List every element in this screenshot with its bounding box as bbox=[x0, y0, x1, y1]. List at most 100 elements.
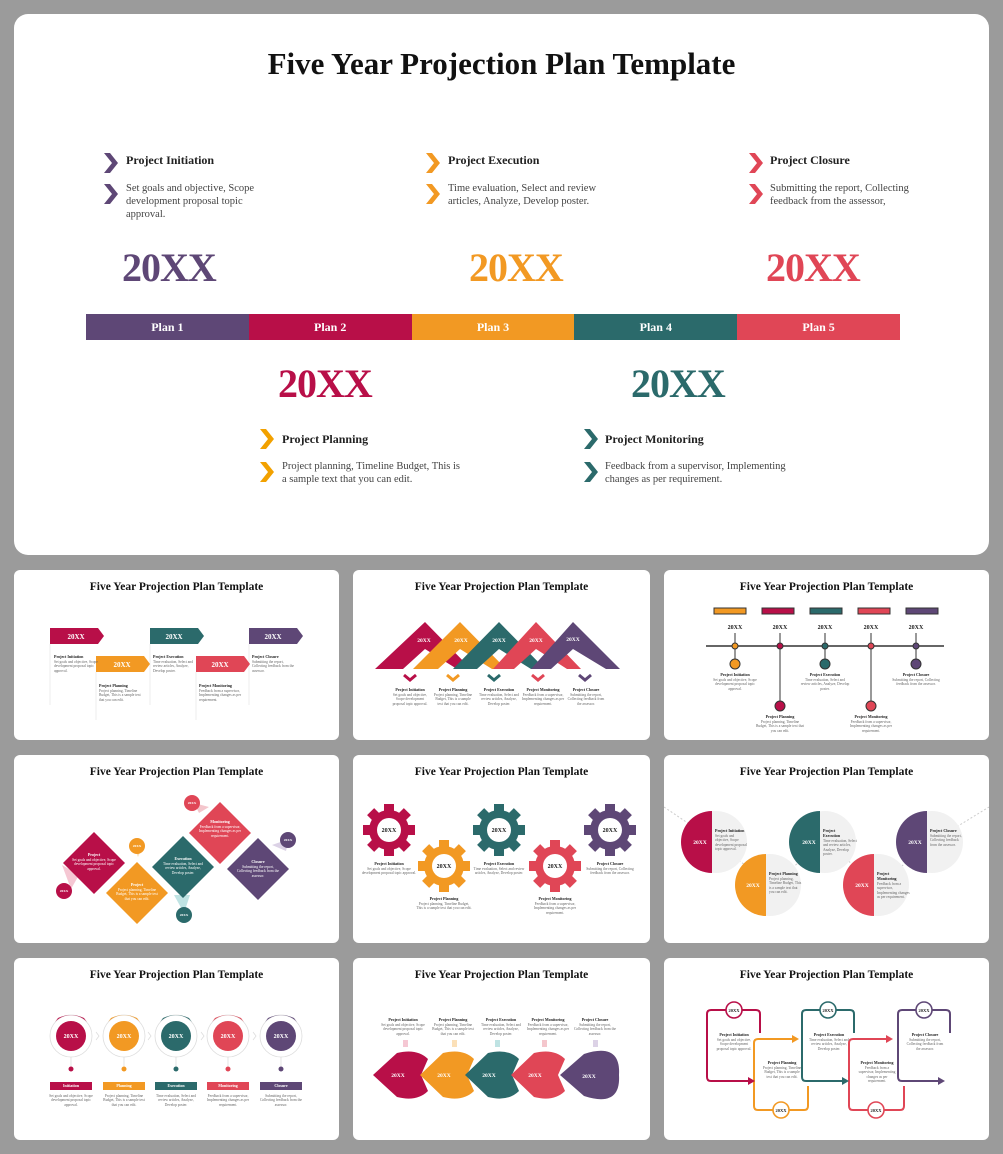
thumbnail-title: Five Year Projection Plan Template bbox=[414, 766, 589, 778]
thumb-desc: Feedback from a supervisor, Implementing… bbox=[199, 689, 242, 702]
thumbnail-title: Five Year Projection Plan Template bbox=[89, 766, 264, 778]
thumb-desc: Submitting the report, Collecting feedba… bbox=[236, 865, 279, 878]
thumb-desc: Project planning, Timeline Budget, This … bbox=[769, 877, 802, 895]
svg-text:20XX: 20XX bbox=[437, 1073, 450, 1079]
svg-text:20XX: 20XX bbox=[188, 801, 197, 805]
circles-graphic: 20XX 20XX 20XX 20XX 20XX bbox=[49, 1014, 303, 1090]
thumb-topic: Project Closure bbox=[902, 672, 930, 677]
thumb-desc: Submitting the report, Collecting feedba… bbox=[573, 1023, 616, 1036]
thumbnail-snake-arrows[interactable]: Five Year Projection Plan Template 20XX 2… bbox=[664, 958, 989, 1140]
chevron-right-icon bbox=[104, 184, 118, 204]
thumb-desc: Feedback from a supervisor, Implementing… bbox=[877, 882, 910, 900]
svg-text:20XX: 20XX bbox=[482, 1073, 495, 1079]
thumb-topic: Project Execution bbox=[809, 672, 841, 677]
svg-text:20XX: 20XX bbox=[529, 638, 542, 644]
svg-text:20XX: 20XX bbox=[437, 864, 452, 870]
thumbnail-title: Five Year Projection Plan Template bbox=[414, 969, 589, 981]
svg-text:20XX: 20XX bbox=[117, 1034, 132, 1040]
thumb-topic: Project Monitoring bbox=[877, 871, 897, 881]
thumb-desc: Feedback from a supervisor, Implementing… bbox=[206, 1094, 249, 1107]
thumbnail-gears[interactable]: Five Year Projection Plan Template 20XX bbox=[353, 755, 650, 943]
thumbnail-half-circles[interactable]: Five Year Projection Plan Template 20XX 2… bbox=[664, 755, 989, 943]
thumb-topic: Project Execution bbox=[483, 861, 515, 866]
thumbnail-triangles[interactable]: Five Year Projection Plan Template 20XX 2… bbox=[353, 570, 650, 740]
thumb-topic: Project Monitoring bbox=[526, 687, 560, 692]
svg-text:20XX: 20XX bbox=[64, 1034, 79, 1040]
thumb-topic: Project Planning bbox=[99, 683, 128, 688]
thumb-topic: Project Closure bbox=[911, 1032, 939, 1037]
thumb-topic: Project Execution bbox=[153, 654, 184, 659]
svg-text:20XX: 20XX bbox=[274, 1034, 289, 1040]
thumb-desc: Time evaluation, Select and review artic… bbox=[473, 867, 525, 876]
thumbnail-pin-timeline[interactable]: Five Year Projection Plan Template 20XX 2… bbox=[664, 570, 989, 740]
thumb-desc: Set goals and objective, Scope developme… bbox=[49, 1094, 93, 1107]
thumb-label: Initiation bbox=[62, 1083, 79, 1088]
desc-project-planning: Project planning, Timeline Budget, This … bbox=[282, 461, 461, 485]
thumb-desc: Project planning, Timeline Budget, This … bbox=[762, 1066, 802, 1079]
thumb-desc: Project planning, Timeline Budget, This … bbox=[756, 720, 804, 733]
chevron-right-icon bbox=[104, 153, 118, 173]
plan-segment-4[interactable]: Plan 4 bbox=[574, 314, 738, 340]
svg-text:20XX: 20XX bbox=[919, 1008, 931, 1013]
chevron-right-icon bbox=[749, 184, 763, 204]
svg-text:20XX: 20XX bbox=[454, 638, 467, 644]
thumbnail-title: Five Year Projection Plan Template bbox=[414, 581, 589, 593]
desc-project-monitoring: Feedback from a supervisor, Implementing… bbox=[605, 461, 786, 485]
desc-project-closure: Submitting the report, Collecting feedba… bbox=[770, 183, 909, 207]
thumb-topic: Project Monitoring bbox=[854, 714, 888, 719]
thumb-label: Execution bbox=[167, 1083, 185, 1088]
svg-text:20XX: 20XX bbox=[169, 1034, 184, 1040]
thumbnail-title: Five Year Projection Plan Template bbox=[89, 581, 264, 593]
gears-graphic: 20XX 20XX 20XX 20XX 20XX bbox=[363, 804, 636, 892]
svg-text:20XX: 20XX bbox=[211, 661, 228, 669]
desc-project-initiation: Set goals and objective, Scope developme… bbox=[126, 183, 255, 220]
thumbnail-title: Five Year Projection Plan Template bbox=[739, 581, 914, 593]
thumb-desc: Time evaluation, Select and review artic… bbox=[479, 693, 519, 706]
svg-text:20XX: 20XX bbox=[180, 913, 189, 917]
year-label: 20XX bbox=[766, 245, 861, 290]
thumb-label: Planning bbox=[116, 1083, 132, 1088]
thumbnail-flags[interactable]: Five Year Projection Plan Template 20XX 2… bbox=[14, 570, 339, 740]
svg-text:20XX: 20XX bbox=[864, 625, 879, 631]
svg-text:20XX: 20XX bbox=[165, 633, 182, 641]
thumb-topic: Project Closure bbox=[581, 1017, 609, 1022]
thumbnail-circles[interactable]: Five Year Projection Plan Template 20XX 2… bbox=[14, 958, 339, 1140]
chevron-right-icon bbox=[426, 184, 440, 204]
flag-timeline-graphic: 20XX 20XX 20XX 20XX 20XX bbox=[49, 628, 303, 720]
thumb-topic: Project Closure bbox=[930, 828, 957, 833]
svg-text:20XX: 20XX bbox=[417, 638, 430, 644]
plan-segment-2[interactable]: Plan 2 bbox=[248, 314, 412, 340]
thumb-desc: Feedback from a supervisor, Implementing… bbox=[849, 720, 892, 733]
svg-text:20XX: 20XX bbox=[773, 625, 788, 631]
thumb-desc: Set goals and objective, Scope developme… bbox=[716, 1038, 752, 1051]
thumb-desc: Submitting the report, Collecting feedba… bbox=[259, 1094, 302, 1107]
diamonds-graphic: 20XX 20XX 20XX 20XX 20XX bbox=[56, 795, 296, 924]
thumbnail-diamonds[interactable]: Five Year Projection Plan Template 20XX 2… bbox=[14, 755, 339, 943]
thumb-desc: Project planning, Timeline Budget, This … bbox=[99, 689, 141, 702]
chevron-right-icon bbox=[584, 462, 598, 482]
topic-project-planning: Project Planning bbox=[282, 432, 369, 446]
thumbnail-leaves[interactable]: Five Year Projection Plan Template 20XX 2… bbox=[353, 958, 650, 1140]
plan-segment-1[interactable]: Plan 1 bbox=[86, 314, 249, 340]
plan-segment-5[interactable]: Plan 5 bbox=[737, 314, 900, 340]
thumb-topic: Project Planning bbox=[767, 1060, 797, 1065]
thumb-desc: Time evaluation, Select and review artic… bbox=[800, 678, 850, 691]
svg-text:20XX: 20XX bbox=[284, 838, 293, 842]
thumb-desc: Submitting the report, Collecting feedba… bbox=[906, 1038, 944, 1051]
thumb-topic: Project Initiation bbox=[395, 687, 425, 692]
svg-text:20XX: 20XX bbox=[382, 828, 397, 834]
thumb-topic: Project Planning bbox=[765, 714, 795, 719]
thumb-topic: Project Monitoring bbox=[538, 896, 572, 901]
svg-text:20XX: 20XX bbox=[909, 625, 924, 631]
thumb-topic: Project Closure bbox=[596, 861, 624, 866]
plan-segment-3[interactable]: Plan 3 bbox=[411, 314, 575, 340]
thumb-desc: Project planning, Timeline Budget, This … bbox=[432, 1023, 474, 1036]
topic-project-initiation: Project Initiation bbox=[126, 153, 215, 167]
year-label: 20XX bbox=[469, 245, 564, 290]
snake-arrows-graphic: 20XX 20XX 20XX 20XX 20XX bbox=[706, 1001, 951, 1119]
thumb-topic: Execution bbox=[174, 856, 192, 861]
main-slide[interactable]: Five Year Projection Plan Template Proje… bbox=[14, 14, 989, 555]
thumb-desc: Time evaluation, Select and review artic… bbox=[156, 1094, 196, 1107]
svg-text:20XX: 20XX bbox=[603, 828, 618, 834]
thumb-topic: Project Initiation bbox=[719, 1032, 749, 1037]
